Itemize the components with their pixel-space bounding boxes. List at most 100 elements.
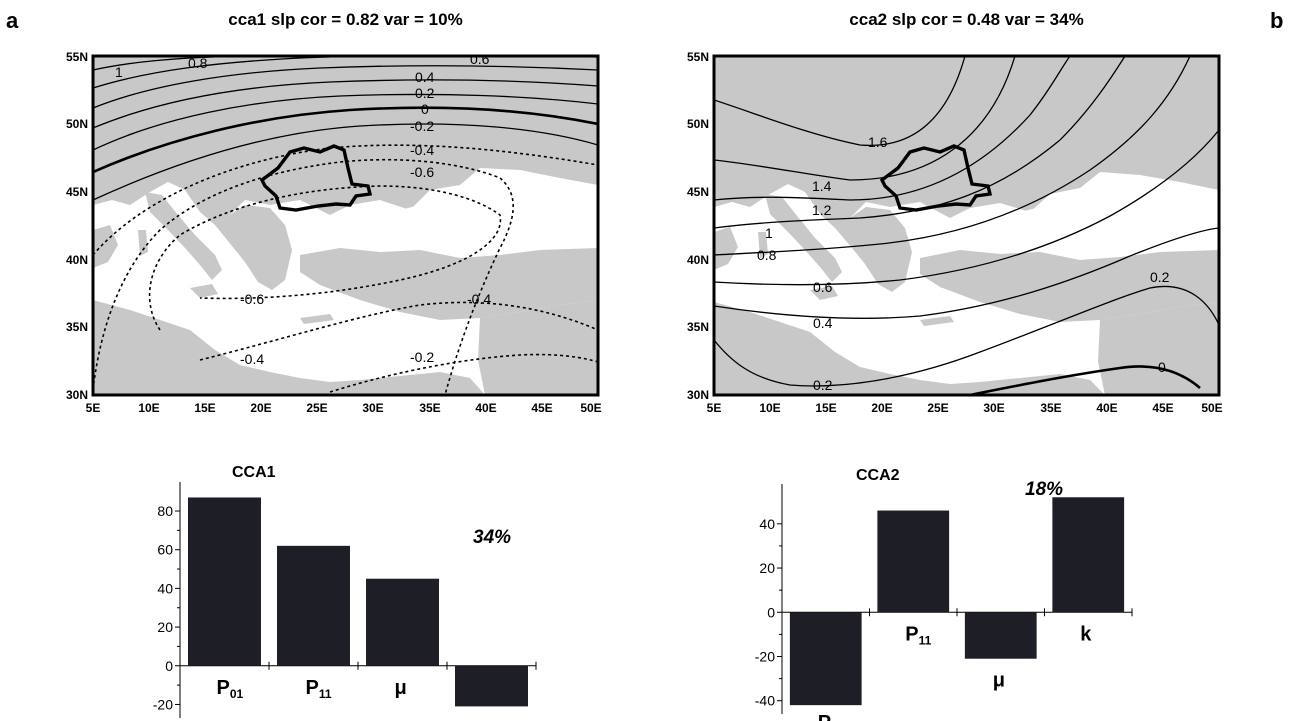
bar bbox=[789, 612, 862, 706]
percent-annotation: 34% bbox=[473, 527, 511, 548]
bar bbox=[455, 665, 528, 707]
lat-label: 45N bbox=[66, 185, 88, 199]
lat-label: 30N bbox=[687, 388, 709, 402]
map1-contours-positive bbox=[93, 56, 598, 201]
bar-chart-title: CCA2 bbox=[856, 467, 900, 484]
bar-chart-title: CCA1 bbox=[232, 464, 276, 481]
category-label: P11 bbox=[905, 623, 931, 647]
contour-label: 1.4 bbox=[812, 178, 832, 194]
lon-label: 45E bbox=[1152, 401, 1173, 415]
y-tick-label: 20 bbox=[759, 560, 775, 576]
map2-contour-labels: 1.6 1.4 1.2 1 0.8 0.6 0.4 0.2 0.2 0 bbox=[757, 134, 1170, 393]
contour-label: -0.6 bbox=[410, 164, 434, 180]
lon-label: 35E bbox=[1040, 401, 1061, 415]
contour-label: 0.8 bbox=[188, 55, 208, 71]
contour-label: 0.2 bbox=[1150, 269, 1170, 285]
y-tick-label: 40 bbox=[759, 516, 775, 532]
map1-plot-area bbox=[93, 56, 598, 395]
lon-label: 35E bbox=[419, 401, 440, 415]
y-tick-label: 20 bbox=[157, 619, 173, 635]
map2-black-sea bbox=[950, 202, 1098, 242]
y-tick-label: -20 bbox=[755, 649, 775, 665]
bar-charts: CCA1 34% -20 0 20 40 60 80 P01 P11 μ k CCA2 18% -40 -20… bbox=[153, 464, 1133, 721]
contour-label: -0.4 bbox=[467, 291, 491, 307]
panel-label-b: b bbox=[1270, 8, 1284, 33]
map1-axis-labels: 55N 50N 45N 40N 35N 30N 5E 10E 15E 20E 2… bbox=[66, 50, 602, 415]
lat-label: 40N bbox=[687, 253, 709, 267]
percent-annotation: 18% bbox=[1025, 479, 1063, 500]
contour-label: 1 bbox=[115, 64, 123, 80]
lon-label: 20E bbox=[250, 401, 271, 415]
bar bbox=[964, 612, 1037, 659]
map2-axis-labels: 55N 50N 45N 40N 35N 30N 5E 10E 15E 20E 2… bbox=[687, 50, 1223, 415]
category-label: P01 bbox=[818, 712, 845, 721]
contour-label: 0.8 bbox=[757, 247, 777, 263]
contour-label: 0.2 bbox=[415, 85, 435, 101]
y-tick-label: 80 bbox=[157, 503, 173, 519]
lat-label: 50N bbox=[687, 117, 709, 131]
lon-label: 30E bbox=[362, 401, 383, 415]
contour-label: 1.2 bbox=[812, 202, 832, 218]
y-tick-label: 60 bbox=[157, 542, 173, 558]
category-label: μ bbox=[395, 677, 407, 699]
map2-figure: 1.6 1.4 1.2 1 0.8 0.6 0.4 0.2 0.2 0 55N … bbox=[687, 50, 1223, 415]
lat-label: 35N bbox=[66, 320, 88, 334]
map1-contour-labels: 1 0.8 0.6 0.4 0.2 0 -0.2 -0.4 -0.6 -0.6 … bbox=[115, 51, 491, 367]
contour-label: -0.2 bbox=[410, 118, 434, 134]
contour-label: 0.4 bbox=[415, 69, 435, 85]
contour-label: 0 bbox=[421, 101, 429, 117]
contour-label: -0.2 bbox=[410, 349, 434, 365]
y-tick-label: 0 bbox=[165, 658, 173, 674]
lat-label: 30N bbox=[66, 388, 88, 402]
lat-label: 40N bbox=[66, 253, 88, 267]
lon-label: 50E bbox=[580, 401, 601, 415]
map2-contours bbox=[714, 56, 1219, 395]
bar bbox=[188, 497, 261, 666]
lat-label: 45N bbox=[687, 185, 709, 199]
lat-label: 35N bbox=[687, 320, 709, 334]
bar bbox=[366, 578, 439, 666]
y-tick-label: -40 bbox=[755, 693, 775, 709]
lon-label: 15E bbox=[194, 401, 215, 415]
contour-label: 1.6 bbox=[868, 134, 888, 150]
category-label: P01 bbox=[217, 677, 244, 701]
map1-romania-outline bbox=[259, 144, 373, 212]
y-tick-label: -20 bbox=[153, 696, 173, 712]
lon-label: 45E bbox=[531, 401, 552, 415]
category-label: k bbox=[1080, 623, 1092, 645]
map2-frame bbox=[712, 54, 1221, 397]
panel-label-a: a bbox=[6, 8, 19, 33]
bar bbox=[1052, 497, 1125, 613]
lat-label: 50N bbox=[66, 117, 88, 131]
lon-label: 10E bbox=[759, 401, 780, 415]
contour-label: 0.6 bbox=[813, 279, 833, 295]
map2-romania-outline bbox=[879, 144, 993, 212]
lon-label: 25E bbox=[927, 401, 948, 415]
map1-land bbox=[93, 56, 598, 395]
map2-title: cca2 slp cor = 0.48 var = 34% bbox=[849, 10, 1084, 29]
category-label: P11 bbox=[306, 677, 332, 701]
lon-label: 40E bbox=[475, 401, 496, 415]
lat-label: 55N bbox=[66, 50, 88, 64]
lon-label: 5E bbox=[86, 401, 101, 415]
contour-label: -0.4 bbox=[240, 351, 264, 367]
y-tick-label: 40 bbox=[157, 580, 173, 596]
contour-label: -0.4 bbox=[410, 142, 434, 158]
lon-label: 40E bbox=[1096, 401, 1117, 415]
lat-label: 55N bbox=[687, 50, 709, 64]
lon-label: 15E bbox=[815, 401, 836, 415]
bar bbox=[277, 545, 350, 666]
lon-label: 30E bbox=[983, 401, 1004, 415]
y-tick-label: 0 bbox=[767, 604, 775, 620]
map1-figure: 1 0.8 0.6 0.4 0.2 0 -0.2 -0.4 -0.6 -0.6 … bbox=[66, 50, 602, 415]
contour-label: 0.4 bbox=[813, 315, 833, 331]
lon-label: 20E bbox=[871, 401, 892, 415]
bar bbox=[877, 510, 950, 613]
map2-land bbox=[714, 56, 1219, 395]
map2-plot-area bbox=[714, 56, 1219, 395]
map1-black-sea bbox=[330, 200, 478, 240]
category-label: μ bbox=[993, 670, 1005, 692]
contour-label: 1 bbox=[765, 225, 773, 241]
map1-frame bbox=[91, 54, 600, 397]
contour-label: 0.6 bbox=[470, 51, 490, 67]
